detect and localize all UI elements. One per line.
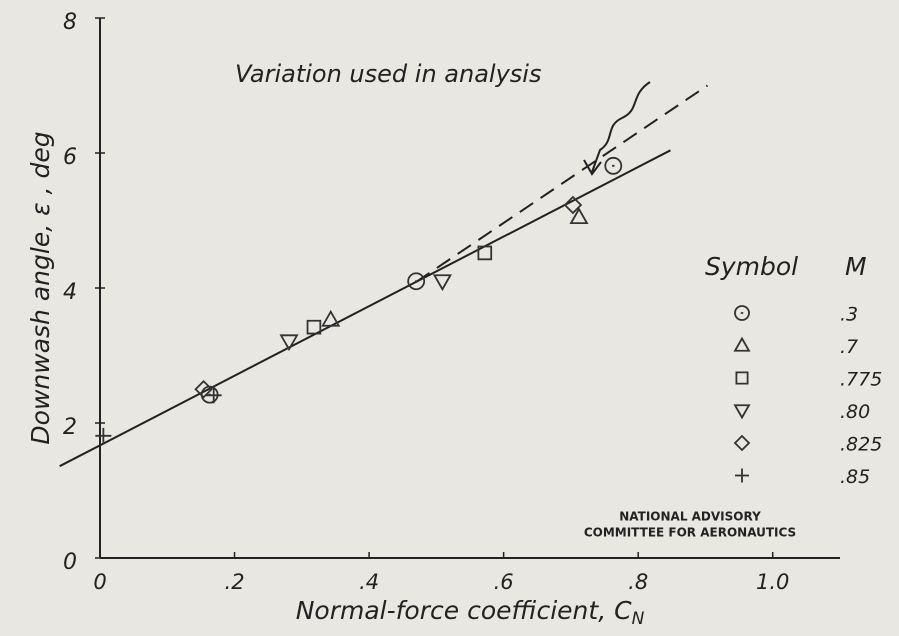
x-tick-label: .6: [494, 570, 514, 594]
legend-label: .85: [840, 466, 870, 488]
legend-marker: [733, 434, 751, 452]
legend-label: .3: [840, 304, 858, 326]
data-point: [432, 274, 452, 292]
data-point: [205, 387, 222, 404]
legend-marker: [733, 336, 751, 352]
annotation: Variation used in analysis: [235, 60, 541, 88]
fit-line: [59, 149, 671, 468]
legend-header-m: M: [845, 252, 867, 281]
y-tick-label: 0: [63, 550, 77, 575]
legend-marker: [734, 305, 750, 321]
x-tick-label: 0: [93, 570, 106, 594]
x-tick-label: .4: [359, 570, 379, 594]
note-line: COMMITTEE FOR AERONAUTICS: [584, 526, 796, 540]
arrow-head: [583, 159, 602, 176]
x-axis-label: Normal-force coefficient, CN: [296, 596, 645, 629]
x-tick-label: 1.0: [756, 570, 789, 594]
note-line: NATIONAL ADVISORY: [619, 510, 761, 524]
fit-line: [415, 84, 709, 283]
data-point: [95, 427, 112, 444]
legend-label: .825: [840, 434, 882, 456]
x-axis-label-sub: N: [632, 609, 645, 629]
data-point: [306, 319, 322, 335]
data-point: [407, 272, 426, 291]
legend-label: .80: [840, 401, 870, 423]
data-point: [477, 245, 493, 261]
y-tick-label: 4: [63, 280, 77, 305]
legend-label: .7: [840, 336, 858, 358]
x-tick-label: .8: [628, 570, 648, 594]
y-axis-label: Downwash angle, ε , deg: [26, 131, 55, 444]
data-point: [604, 157, 623, 175]
x-axis-label-main: Normal-force coefficient, C: [296, 596, 632, 625]
y-tick-label: 6: [63, 145, 77, 170]
legend-marker: [733, 404, 751, 420]
data-point: [194, 379, 213, 399]
data-point: [321, 309, 341, 327]
legend-marker: [735, 468, 749, 483]
y-tick-label: 2: [63, 415, 77, 440]
legend-header-symbol: Symbol: [705, 252, 798, 281]
y-tick-label: 8: [63, 10, 77, 35]
data-point: [569, 207, 589, 225]
x-tick-label: .2: [225, 570, 245, 594]
data-point: [563, 195, 583, 215]
data-point: [279, 334, 299, 352]
legend-marker: [735, 371, 749, 385]
annotation-arrow: [591, 81, 651, 173]
legend-label: .775: [840, 369, 882, 391]
